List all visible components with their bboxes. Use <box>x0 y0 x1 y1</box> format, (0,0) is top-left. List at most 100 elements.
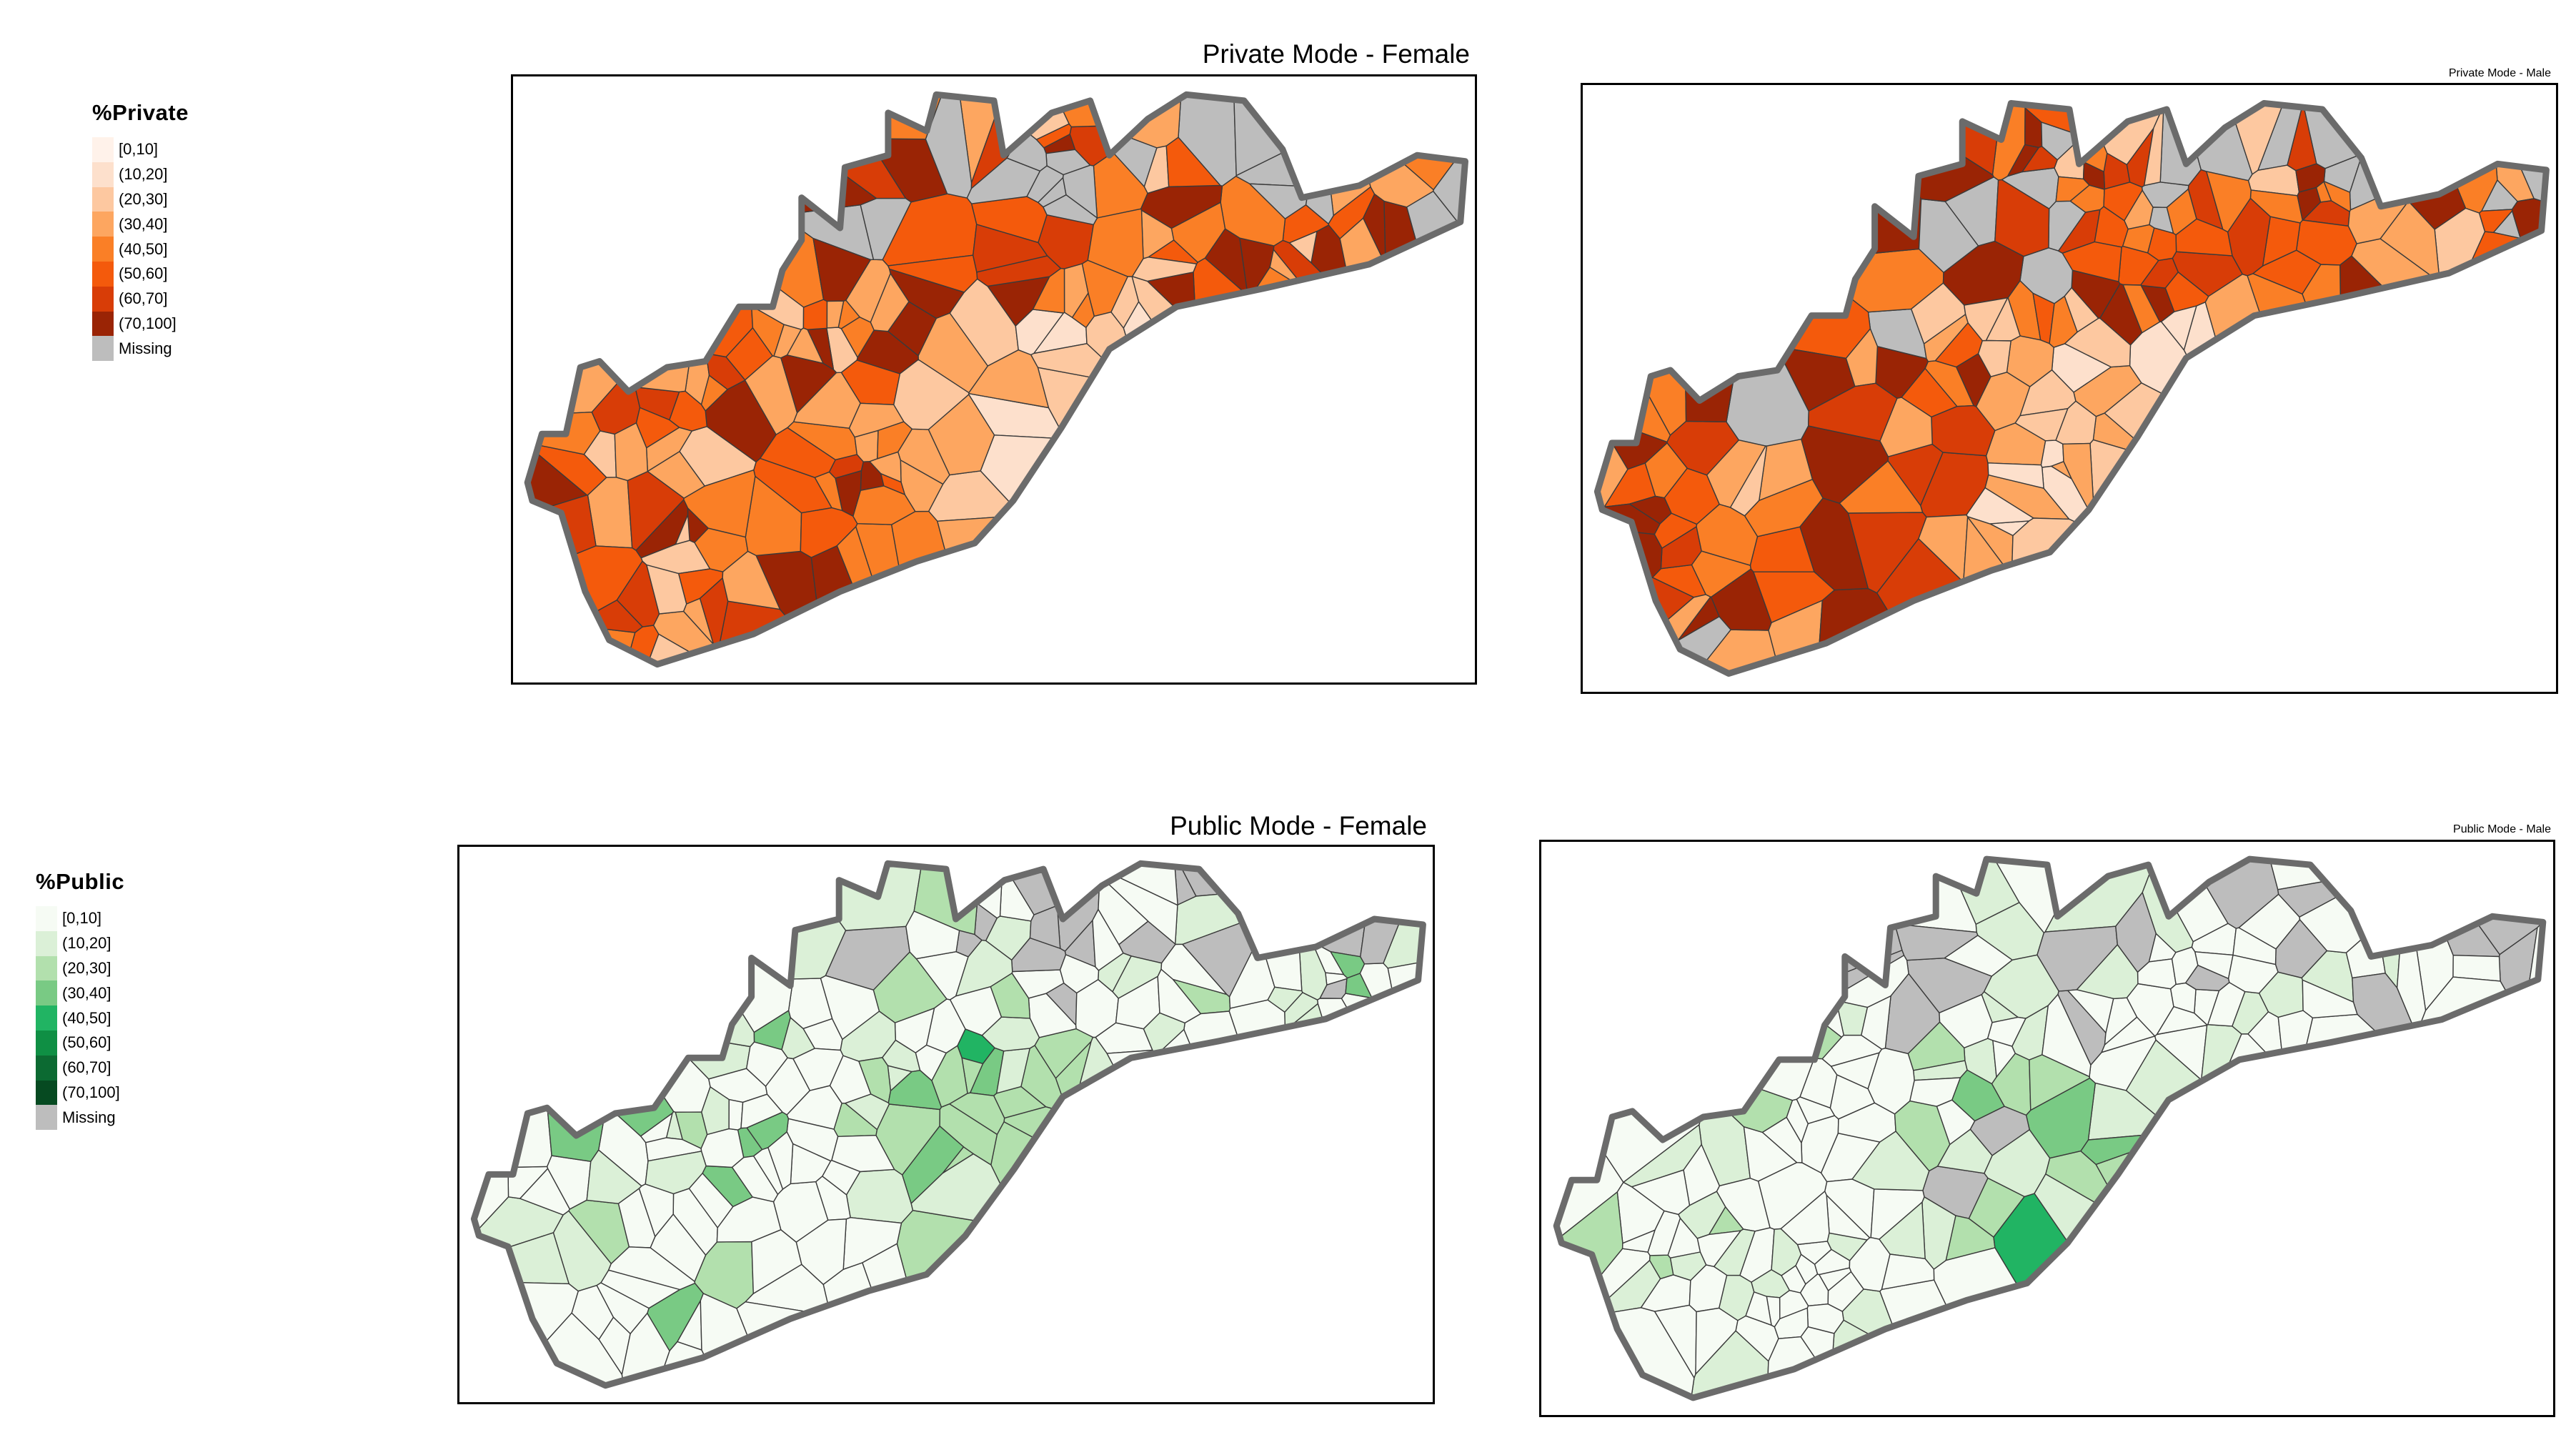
map-panel-private-female <box>511 74 1477 685</box>
legend-label: [0,10] <box>119 140 159 159</box>
region-polygon <box>722 550 781 610</box>
region-polygon <box>2029 1054 2091 1111</box>
region-polygon <box>1752 571 1836 624</box>
region-polygon <box>701 1086 730 1136</box>
legend-item: Missing <box>36 1105 124 1131</box>
region-polygon <box>1636 923 1843 1060</box>
region-polygon <box>675 515 690 545</box>
region-polygon <box>2115 891 2157 973</box>
region-polygon <box>955 930 983 958</box>
map-title-public-male: Public Mode - Male <box>2453 823 2551 835</box>
region-polygon <box>936 515 1326 665</box>
region-polygon <box>575 966 711 1113</box>
legend-label: (20,30] <box>62 958 111 977</box>
region-polygon <box>893 359 970 430</box>
region-polygon <box>2124 189 2154 230</box>
region-polygon <box>586 1149 642 1204</box>
region-polygon <box>2171 946 2199 985</box>
legend-swatch <box>92 237 114 262</box>
legend-item: (10,20] <box>92 162 189 187</box>
map-panel-public-female <box>457 845 1435 1404</box>
legend-swatch <box>92 162 114 187</box>
region-polygon <box>1781 1264 1806 1293</box>
legend-swatch <box>36 955 57 981</box>
region-polygon <box>2062 442 2095 521</box>
region-polygon <box>751 1228 802 1295</box>
region-polygon <box>1165 136 1222 188</box>
region-polygon <box>537 94 754 358</box>
region-polygon <box>1621 1229 1656 1253</box>
region-polygon <box>2089 439 2447 674</box>
map-title-public-female: Public Mode - Female <box>1170 811 1427 840</box>
legend-item: (30,40] <box>92 212 189 237</box>
region-outline <box>524 91 1468 668</box>
legend-swatch <box>92 311 114 337</box>
region-polygon <box>2411 976 2543 1398</box>
region-polygon <box>2062 241 2122 282</box>
region-polygon <box>645 1151 707 1195</box>
legend-item: (40,50] <box>36 1005 124 1031</box>
legend-item: (20,30] <box>92 187 189 212</box>
region-polygon <box>487 863 755 1048</box>
region-polygon <box>2294 1013 2518 1398</box>
region-polygon <box>905 910 960 960</box>
legend-swatch <box>92 336 114 362</box>
region-polygon <box>2042 993 2092 1078</box>
region-polygon <box>1383 863 1423 969</box>
map-panel-public-male <box>1539 840 2555 1417</box>
legend-label: Missing <box>119 339 172 357</box>
region-polygon <box>2104 382 2340 543</box>
legend-item: [0,10] <box>92 137 189 162</box>
legend-label: (60,70] <box>119 289 168 308</box>
region-polygon <box>1987 462 2044 490</box>
region-polygon <box>1983 954 2059 1019</box>
region-polygon <box>2034 1173 2290 1398</box>
choropleth-map <box>1553 855 2547 1401</box>
region-polygon <box>2064 317 2132 368</box>
region-polygon <box>1818 1267 1852 1292</box>
region-polygon <box>594 863 847 980</box>
region-polygon <box>1123 300 1266 525</box>
region-polygon <box>746 1111 790 1151</box>
region-polygon <box>1170 202 1226 263</box>
region-polygon <box>716 1196 782 1243</box>
region-polygon <box>1748 964 1845 1038</box>
region-polygon <box>1131 257 1198 282</box>
region-polygon <box>1288 230 1318 264</box>
region-polygon <box>2287 103 2317 172</box>
legend-label: (10,20] <box>119 165 168 184</box>
region-polygon <box>474 863 552 1168</box>
map-title-private-male: Private Mode - Male <box>2448 67 2551 79</box>
region-polygon <box>2147 227 2177 262</box>
region-polygon <box>2450 231 2547 674</box>
legend-swatch <box>92 137 114 162</box>
legend-item: (60,70] <box>36 1055 124 1081</box>
region-polygon <box>2055 176 2090 202</box>
region-polygon <box>2478 209 2513 234</box>
legend-swatch <box>36 1105 57 1131</box>
region-polygon <box>1233 94 1361 177</box>
region-polygon <box>669 390 708 432</box>
region-polygon <box>752 1146 784 1196</box>
region-polygon <box>1157 968 1202 1024</box>
region-polygon <box>1155 1028 1323 1386</box>
region-polygon <box>1986 1016 2027 1047</box>
region-polygon <box>980 435 1358 665</box>
legend-label: (70,100] <box>62 1083 120 1101</box>
region-polygon <box>826 300 845 329</box>
region-polygon <box>587 94 878 216</box>
region-polygon <box>607 1246 696 1291</box>
legend-title: %Public <box>36 869 125 894</box>
region-polygon <box>2247 273 2372 580</box>
region-polygon <box>1042 194 1098 226</box>
legend-label: (30,40] <box>119 214 168 233</box>
legend-item: Missing <box>92 336 189 362</box>
legend-label: (20,30] <box>119 189 168 208</box>
region-polygon <box>2164 271 2209 313</box>
legend-swatch <box>36 906 57 931</box>
region-polygon <box>2416 859 2500 958</box>
legend-label: (40,50] <box>62 1008 111 1027</box>
legend-label: (70,100] <box>119 314 176 332</box>
region-polygon <box>2227 197 2271 277</box>
region-polygon <box>1026 165 1064 204</box>
